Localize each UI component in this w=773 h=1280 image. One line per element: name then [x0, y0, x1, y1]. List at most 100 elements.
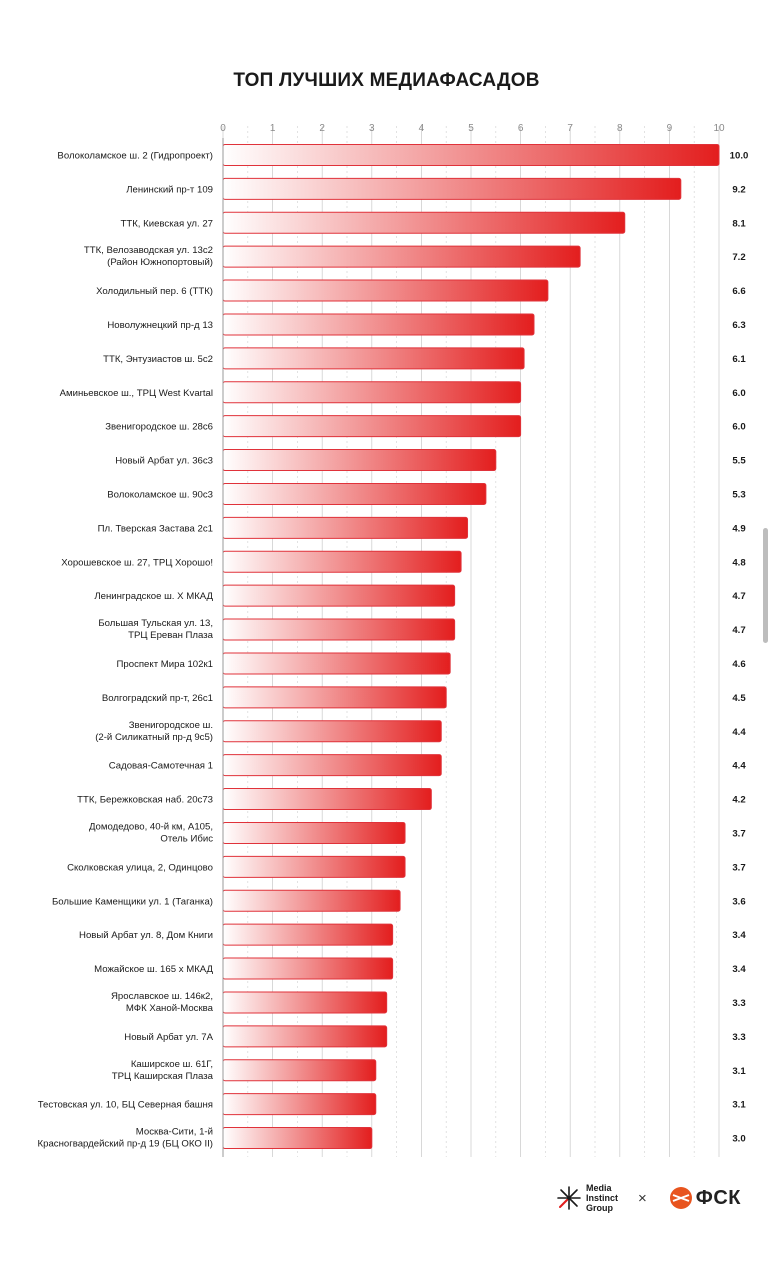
x-tick-label: 10	[713, 123, 725, 134]
bar	[222, 449, 497, 472]
x-tick-label: 1	[270, 123, 276, 134]
bar	[222, 652, 451, 675]
bar	[222, 381, 522, 404]
category-label: Садовая-Самотечная 1	[109, 761, 213, 772]
value-label: 3.6	[732, 896, 745, 907]
category-label: Большая Тульская ул. 13, ТРЦ Ереван Плаза	[98, 618, 213, 641]
category-label-line: Отель Ибис	[160, 833, 213, 844]
value-label: 3.7	[732, 862, 745, 873]
x-tick-label: 9	[667, 123, 673, 134]
value-label: 4.5	[732, 693, 746, 704]
value-label: 3.3	[732, 1032, 745, 1043]
category-label: Москва-Сити, 1-й Красногвардейский пр-д 1…	[38, 1127, 213, 1150]
category-label: Новолужнецкий пр-д 13	[107, 320, 213, 331]
category-label: Проспект Мира 102к1	[117, 659, 214, 670]
value-label: 7.2	[732, 252, 745, 263]
category-label-line: Москва-Сити, 1-й	[136, 1127, 213, 1138]
bar	[222, 889, 401, 912]
category-label: Ленинский пр-т 109	[126, 184, 213, 195]
footer-logos: Media Instinct Group × ФСК	[557, 1180, 741, 1216]
category-label: ТТК, Велозаводская ул. 13с2 (Район Южнопо…	[84, 245, 213, 268]
fsk-logo: ФСК	[669, 1186, 741, 1210]
bar	[222, 1093, 377, 1116]
x-tick-label: 6	[518, 123, 524, 134]
category-label: Ярославское ш. 146к2, МФК Ханой-Москва	[111, 991, 214, 1014]
bar	[222, 855, 406, 878]
category-label: Звенигородское ш. (2-й Силикатный пр-д 9с…	[95, 720, 213, 743]
value-label: 6.0	[732, 422, 745, 433]
value-label: 4.4	[732, 761, 746, 772]
value-label: 6.0	[732, 388, 745, 399]
mig-logo-text: Media Instinct Group	[586, 1183, 619, 1213]
category-label: Аминьевское ш., ТРЦ West Kvartal	[60, 388, 213, 399]
bar	[222, 415, 522, 438]
bar	[222, 313, 535, 336]
bars	[222, 143, 720, 1150]
media-instinct-group-logo: Media Instinct Group	[557, 1183, 618, 1213]
category-label: Большие Каменщики ул. 1 (Таганка)	[52, 896, 213, 907]
category-label: Волгоградский пр-т, 26с1	[102, 693, 213, 704]
value-label: 4.7	[732, 625, 745, 636]
bar	[222, 991, 388, 1014]
category-label-line: Большая Тульская ул. 13,	[98, 618, 213, 629]
category-label-line: (Район Южнопортовый)	[107, 257, 213, 268]
value-label: 3.4	[732, 964, 746, 975]
category-label: Ленинградское ш. Х МКАД	[94, 591, 213, 602]
fsk-logo-text: ФСК	[695, 1186, 742, 1209]
fsk-emblem-icon	[669, 1187, 692, 1209]
value-label: 10.0	[730, 150, 749, 161]
category-label: Пл. Тверская Застава 2с1	[98, 523, 213, 534]
category-label: Домодедово, 40-й км, А105, Отель Ибис	[89, 821, 213, 844]
category-label: Новый Арбат ул. 36с3	[115, 456, 213, 467]
value-label: 4.7	[732, 591, 745, 602]
value-label: 6.6	[732, 286, 745, 297]
bar	[222, 754, 442, 777]
value-label: 4.9	[732, 523, 745, 534]
bar	[222, 618, 456, 641]
category-label-line: Красногвардейский пр-д 19 (БЦ ОКО II)	[38, 1139, 213, 1150]
value-label: 3.4	[732, 930, 746, 941]
value-label: 5.5	[732, 456, 746, 467]
bar	[222, 211, 626, 234]
bar	[222, 720, 442, 743]
category-label: Хорошевское ш. 27, ТРЦ Хорошо!	[61, 557, 213, 568]
bar	[222, 347, 525, 370]
category-label: ТТК, Киевская ул. 27	[121, 218, 214, 229]
value-label: 3.1	[732, 1100, 746, 1111]
value-label: 4.6	[732, 659, 745, 670]
category-label: Каширское ш. 61Г, ТРЦ Каширская Плаза	[112, 1059, 214, 1082]
value-label: 8.1	[732, 218, 746, 229]
category-label-line: Каширское ш. 61Г,	[131, 1059, 213, 1070]
category-label: Волоколамское ш. 90с3	[107, 489, 213, 500]
x-tick-label: 2	[319, 123, 325, 134]
page-title: ТОП ЛУЧШИХ МЕДИАФАСАДОВ	[233, 70, 540, 91]
category-label-line: ТРЦ Ереван Плаза	[128, 630, 213, 641]
category-label: Можайское ш. 165 х МКАД	[94, 964, 213, 975]
bar	[222, 279, 549, 302]
category-label-line: Домодедово, 40-й км, А105,	[89, 821, 213, 832]
value-labels: 10.0 9.2 8.1 7.2 6.6 6.3 6.1 6.0 6.0 5.5 5.3 4.9 4.8…	[730, 150, 749, 1144]
value-label: 5.3	[732, 489, 745, 500]
x-tick-label: 4	[419, 123, 425, 134]
bar-chart: 0 1 2 3 4 5 6 7 8 9 10 Волоколамское ш. 2 (Гидропр…	[38, 123, 749, 1157]
scrollbar-thumb[interactable]	[763, 528, 768, 643]
value-label: 3.0	[732, 1134, 745, 1145]
x-tick-label: 8	[617, 123, 623, 134]
category-label-line: ТТК, Велозаводская ул. 13с2	[84, 245, 213, 256]
bar	[222, 550, 462, 573]
x-tick-label: 0	[220, 123, 226, 134]
bar	[222, 686, 447, 709]
bar	[222, 1059, 377, 1082]
times-separator: ×	[638, 1189, 647, 1207]
value-label: 9.2	[732, 184, 745, 195]
category-label: Волоколамское ш. 2 (Гидропроект)	[57, 150, 213, 161]
category-label: Тестовская ул. 10, БЦ Северная башня	[38, 1100, 213, 1111]
category-label: Новый Арбат ул. 8, Дом Книги	[79, 930, 213, 941]
bar	[222, 821, 406, 844]
bar	[222, 923, 394, 946]
category-label-line: Звенигородское ш.	[129, 720, 213, 731]
category-label: ТТК, Энтузиастов ш. 5с2	[103, 354, 213, 365]
bar	[222, 788, 432, 811]
value-label: 3.7	[732, 828, 745, 839]
category-label: Новый Арбат ул. 7А	[124, 1032, 213, 1043]
